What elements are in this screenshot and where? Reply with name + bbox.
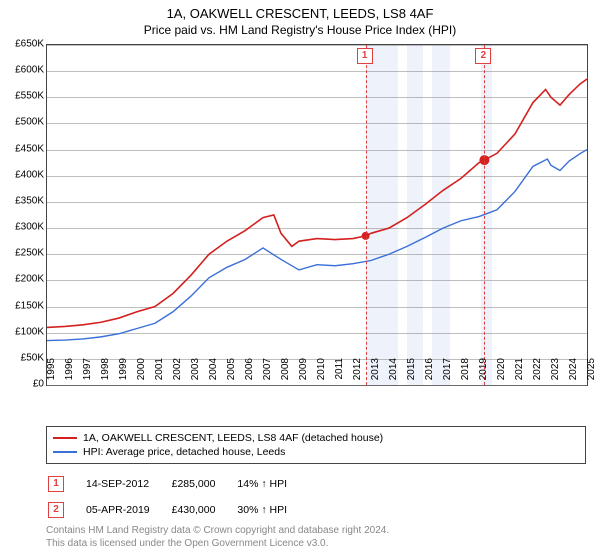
x-axis-label: 1997 <box>82 358 93 388</box>
event-id-cell: 2 <box>48 498 84 522</box>
y-axis-label: £100K <box>4 326 44 337</box>
x-axis-label: 2003 <box>190 358 201 388</box>
x-axis-label: 2011 <box>334 358 345 388</box>
event-id-box: 2 <box>48 502 64 518</box>
y-axis-label: £550K <box>4 91 44 102</box>
x-axis-label: 2015 <box>406 358 417 388</box>
event-row: 2 05-APR-2019£430,00030% ↑ HPI <box>48 498 307 522</box>
y-axis-label: £300K <box>4 222 44 233</box>
legend-item: HPI: Average price, detached house, Leed… <box>53 445 579 459</box>
x-axis-label: 2025 <box>586 358 597 388</box>
x-axis-label: 2021 <box>514 358 525 388</box>
y-axis-label: £600K <box>4 65 44 76</box>
x-axis-label: 2002 <box>172 358 183 388</box>
chart-svg <box>47 45 587 385</box>
event-row: 1 14-SEP-2012£285,00014% ↑ HPI <box>48 472 307 496</box>
y-axis-label: £450K <box>4 143 44 154</box>
y-axis-label: £0 <box>4 379 44 390</box>
event-delta: 30% ↑ HPI <box>237 498 307 522</box>
legend-swatch <box>53 437 77 439</box>
legend-label: 1A, OAKWELL CRESCENT, LEEDS, LS8 4AF (de… <box>83 432 383 444</box>
legend-item: 1A, OAKWELL CRESCENT, LEEDS, LS8 4AF (de… <box>53 431 579 445</box>
footer-line2: This data is licensed under the Open Gov… <box>46 537 389 550</box>
x-axis-label: 2004 <box>208 358 219 388</box>
y-axis-label: £400K <box>4 169 44 180</box>
event-line <box>484 45 485 385</box>
x-axis-label: 2022 <box>532 358 543 388</box>
x-axis-label: 2013 <box>370 358 381 388</box>
series-line-property <box>47 79 587 327</box>
event-date: 14-SEP-2012 <box>86 472 170 496</box>
y-axis-label: £150K <box>4 300 44 311</box>
y-axis-label: £350K <box>4 195 44 206</box>
x-axis-label: 2019 <box>478 358 489 388</box>
x-axis-label: 1996 <box>64 358 75 388</box>
footer-text: Contains HM Land Registry data © Crown c… <box>46 524 389 550</box>
event-marker-box: 1 <box>357 48 373 64</box>
x-axis-label: 2024 <box>568 358 579 388</box>
x-axis-label: 2006 <box>244 358 255 388</box>
x-axis-label: 1999 <box>118 358 129 388</box>
y-axis-label: £250K <box>4 248 44 259</box>
y-axis-label: £500K <box>4 117 44 128</box>
x-axis-label: 2000 <box>136 358 147 388</box>
events-table: 1 14-SEP-2012£285,00014% ↑ HPI 2 05-APR-201… <box>46 470 309 524</box>
event-price: £285,000 <box>172 472 236 496</box>
chart-container: 1A, OAKWELL CRESCENT, LEEDS, LS8 4AF Pri… <box>0 0 600 560</box>
y-axis-label: £200K <box>4 274 44 285</box>
event-line <box>366 45 367 385</box>
x-axis-label: 2020 <box>496 358 507 388</box>
x-axis-label: 2007 <box>262 358 273 388</box>
event-date: 05-APR-2019 <box>86 498 170 522</box>
x-axis-label: 2014 <box>388 358 399 388</box>
x-axis-label: 2016 <box>424 358 435 388</box>
x-axis-label: 2018 <box>460 358 471 388</box>
chart-title: 1A, OAKWELL CRESCENT, LEEDS, LS8 4AF <box>0 0 600 21</box>
chart-subtitle: Price paid vs. HM Land Registry's House … <box>0 21 600 41</box>
x-axis-label: 2017 <box>442 358 453 388</box>
x-axis-label: 1995 <box>46 358 57 388</box>
x-axis-label: 2001 <box>154 358 165 388</box>
event-price: £430,000 <box>172 498 236 522</box>
y-axis-label: £50K <box>4 352 44 363</box>
x-axis-label: 2008 <box>280 358 291 388</box>
event-marker-box: 2 <box>475 48 491 64</box>
event-delta: 14% ↑ HPI <box>237 472 307 496</box>
x-axis-label: 2010 <box>316 358 327 388</box>
plot-area <box>46 44 588 386</box>
footer-line1: Contains HM Land Registry data © Crown c… <box>46 524 389 537</box>
legend: 1A, OAKWELL CRESCENT, LEEDS, LS8 4AF (de… <box>46 426 586 464</box>
x-axis-label: 2012 <box>352 358 363 388</box>
legend-swatch <box>53 451 77 453</box>
x-axis-label: 1998 <box>100 358 111 388</box>
y-axis-label: £650K <box>4 39 44 50</box>
series-line-hpi <box>47 150 587 341</box>
event-id-box: 1 <box>48 476 64 492</box>
x-axis-label: 2005 <box>226 358 237 388</box>
event-id-cell: 1 <box>48 472 84 496</box>
x-axis-label: 2009 <box>298 358 309 388</box>
x-axis-label: 2023 <box>550 358 561 388</box>
legend-label: HPI: Average price, detached house, Leed… <box>83 446 285 458</box>
